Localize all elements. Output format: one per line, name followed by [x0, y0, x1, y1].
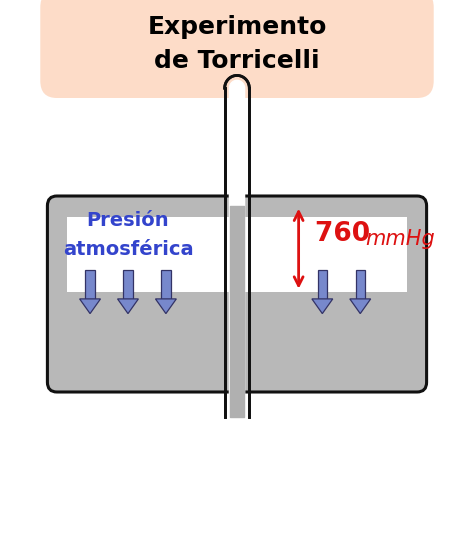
Text: 760: 760	[315, 221, 380, 247]
Bar	[123, 270, 133, 299]
Text: Presión: Presión	[87, 211, 169, 230]
Text: Experimento: Experimento	[147, 15, 327, 39]
Polygon shape	[350, 299, 371, 314]
FancyBboxPatch shape	[40, 0, 434, 98]
Bar	[67, 217, 407, 292]
Text: atmosférica: atmosférica	[63, 240, 193, 259]
FancyBboxPatch shape	[47, 196, 427, 392]
Polygon shape	[229, 80, 245, 417]
Bar	[356, 270, 365, 299]
Polygon shape	[118, 299, 138, 314]
Bar	[161, 270, 171, 299]
Polygon shape	[155, 299, 176, 314]
Polygon shape	[312, 299, 333, 314]
Bar	[318, 270, 327, 299]
Polygon shape	[80, 299, 100, 314]
Bar	[85, 270, 95, 299]
Text: de Torricelli: de Torricelli	[154, 49, 320, 73]
Text: mmHg: mmHg	[365, 229, 435, 249]
